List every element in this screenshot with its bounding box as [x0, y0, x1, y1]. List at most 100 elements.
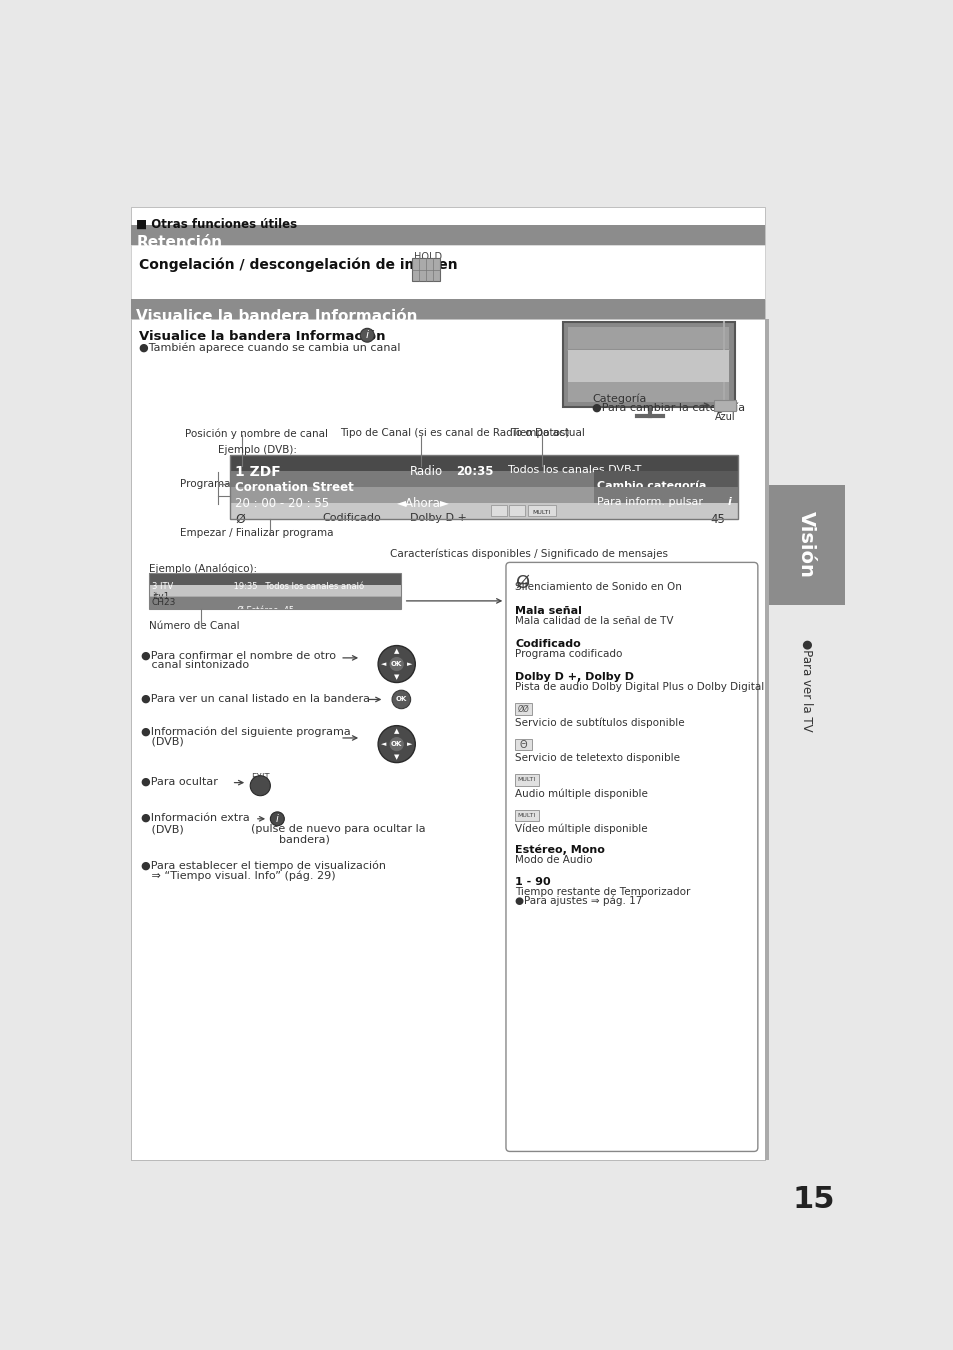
Circle shape	[389, 736, 404, 752]
Bar	[491, 505, 506, 516]
Text: OK: OK	[391, 660, 402, 667]
Text: Dolby D +, Dolby D: Dolby D +, Dolby D	[515, 672, 634, 682]
Text: Posición y nombre de canal: Posición y nombre de canal	[185, 428, 328, 439]
Text: (DVB): (DVB)	[141, 736, 184, 747]
Text: 1 ZDF: 1 ZDF	[235, 464, 281, 479]
Text: ▼: ▼	[394, 675, 399, 680]
Text: ►: ►	[407, 662, 413, 667]
Bar	[714, 400, 736, 410]
Text: 3 ITV                       19:35   Todos los canales analó: 3 ITV 19:35 Todos los canales analó	[152, 582, 363, 591]
Text: Programa: Programa	[179, 479, 230, 489]
Text: ●Para confirmar el nombre de otro: ●Para confirmar el nombre de otro	[141, 651, 335, 660]
Text: Para inform. pulsar: Para inform. pulsar	[596, 497, 702, 508]
Text: Radio: Radio	[410, 464, 442, 478]
Text: Número de Canal: Número de Canal	[149, 621, 239, 630]
Bar	[527, 505, 555, 516]
Bar	[515, 703, 532, 716]
Text: MULTI: MULTI	[517, 778, 536, 783]
Text: HOLD: HOLD	[414, 252, 441, 262]
Text: Servicio de teletexto disponible: Servicio de teletexto disponible	[515, 752, 679, 763]
Circle shape	[250, 776, 270, 795]
Text: i: i	[365, 331, 369, 340]
Text: Categoría: Categoría	[592, 393, 646, 404]
Bar	[131, 207, 764, 1160]
Bar	[131, 319, 764, 1160]
Circle shape	[377, 726, 415, 763]
Text: ●Información extra: ●Información extra	[141, 813, 250, 822]
Text: Ejemplo (Analógico):: Ejemplo (Analógico):	[149, 564, 256, 575]
Text: Retención: Retención	[136, 235, 222, 250]
Text: bandera): bandera)	[251, 834, 330, 844]
Circle shape	[389, 656, 404, 672]
Text: ⇒ “Tiempo visual. Info” (pág. 29): ⇒ “Tiempo visual. Info” (pág. 29)	[141, 871, 335, 882]
Text: ●Para establecer el tiempo de visualización: ●Para establecer el tiempo de visualizac…	[141, 860, 386, 871]
FancyBboxPatch shape	[505, 563, 757, 1152]
Text: Silenciamiento de Sonido en On: Silenciamiento de Sonido en On	[515, 582, 681, 593]
Text: (DVB): (DVB)	[141, 825, 184, 834]
Text: Programa codificado: Programa codificado	[515, 648, 622, 659]
Bar	[131, 225, 764, 246]
Text: (pulse de nuevo para ocultar la: (pulse de nuevo para ocultar la	[251, 825, 425, 834]
Text: Codificado: Codificado	[515, 639, 580, 648]
Bar	[149, 585, 400, 595]
Text: ●Para ocultar: ●Para ocultar	[141, 776, 217, 787]
Text: OK: OK	[395, 697, 407, 702]
Text: i: i	[275, 814, 278, 824]
Text: Tipo de Canal (si es canal de Radio o Datos): Tipo de Canal (si es canal de Radio o Da…	[340, 428, 569, 439]
Circle shape	[360, 328, 374, 342]
Bar	[230, 471, 737, 487]
Text: Azul: Azul	[714, 412, 735, 423]
Text: Ø: Ø	[235, 513, 245, 526]
Text: ◄                              Ø Estéreo  45: ◄ Ø Estéreo 45	[152, 606, 294, 614]
Text: ▲: ▲	[394, 728, 399, 734]
Text: Θ: Θ	[519, 740, 527, 749]
Bar	[515, 738, 532, 751]
Text: Estéreo, Mono: Estéreo, Mono	[515, 845, 604, 856]
Bar	[515, 810, 537, 821]
Text: Mala calidad de la señal de TV: Mala calidad de la señal de TV	[515, 616, 673, 625]
Text: canal sintonizado: canal sintonizado	[141, 660, 249, 670]
Text: Coronation Street: Coronation Street	[235, 481, 354, 494]
Text: Audio múltiple disponible: Audio múltiple disponible	[515, 788, 647, 798]
Text: Visualice la bandera Información: Visualice la bandera Información	[138, 329, 385, 343]
Text: OK: OK	[391, 741, 402, 747]
Bar	[593, 487, 737, 504]
Text: ◄: ◄	[380, 741, 386, 747]
Bar	[412, 258, 439, 281]
Text: 1 - 90: 1 - 90	[515, 876, 550, 887]
Bar	[509, 505, 524, 516]
Text: MULTI: MULTI	[532, 510, 550, 516]
Text: Servicio de subtítulos disponible: Servicio de subtítulos disponible	[515, 717, 684, 728]
Text: ▼: ▼	[394, 755, 399, 760]
Text: Características disponibles / Significado de mensajes: Características disponibles / Significad…	[390, 548, 668, 559]
Text: Modo de Audio: Modo de Audio	[515, 855, 592, 865]
Text: Tiempo actual: Tiempo actual	[510, 428, 584, 439]
Text: 15: 15	[792, 1184, 834, 1214]
Text: CH23: CH23	[152, 598, 176, 606]
Bar	[567, 350, 728, 382]
Bar	[230, 487, 737, 504]
Text: Cambio categoría: Cambio categoría	[596, 481, 705, 491]
Text: ●Para ajustes ⇒ pág. 17: ●Para ajustes ⇒ pág. 17	[515, 896, 642, 906]
Circle shape	[270, 811, 284, 826]
Bar	[230, 455, 737, 520]
Text: Mala señal: Mala señal	[515, 606, 581, 616]
Text: Empezar / Finalizar programa: Empezar / Finalizar programa	[179, 528, 333, 537]
Text: Dolby D +: Dolby D +	[410, 513, 466, 522]
Text: itv1: itv1	[152, 593, 169, 602]
Text: ◄Ahora►: ◄Ahora►	[396, 497, 449, 510]
Text: 20 : 00 - 20 : 55: 20 : 00 - 20 : 55	[235, 497, 330, 510]
Circle shape	[377, 645, 415, 683]
Text: ▲: ▲	[394, 648, 399, 653]
Text: Pista de audio Dolby Digital Plus o Dolby Digital: Pista de audio Dolby Digital Plus o Dolb…	[515, 682, 763, 691]
Text: Ejemplo (DVB):: Ejemplo (DVB):	[218, 444, 297, 455]
Text: Tiempo restante de Temporizador: Tiempo restante de Temporizador	[515, 887, 690, 896]
Text: EXIT: EXIT	[251, 772, 270, 782]
Text: Ø̶: Ø̶	[515, 574, 529, 591]
Bar	[593, 471, 737, 487]
Text: ●Para ver un canal listado en la bandera: ●Para ver un canal listado en la bandera	[141, 694, 370, 703]
Text: Vídeo múltiple disponible: Vídeo múltiple disponible	[515, 824, 647, 834]
Text: MULTI: MULTI	[517, 813, 536, 818]
Text: Visualice la bandera Información: Visualice la bandera Información	[136, 309, 417, 324]
Text: ◄: ◄	[380, 662, 386, 667]
